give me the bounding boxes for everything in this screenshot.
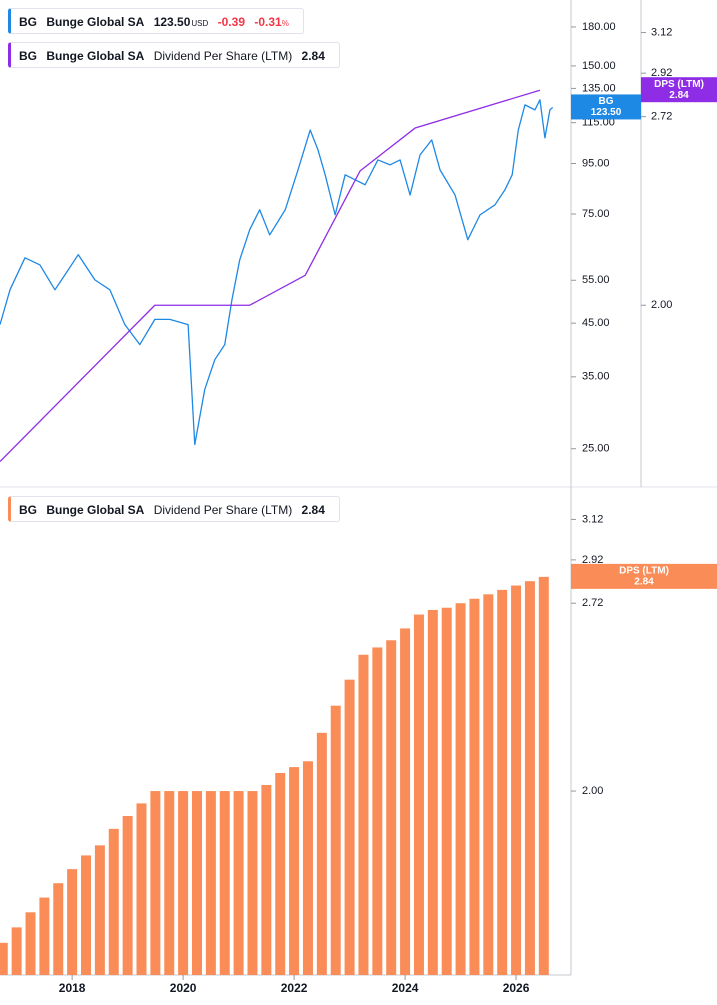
bar [81,855,92,975]
bar [275,773,286,975]
bar [538,576,549,975]
bar [39,897,50,975]
bar [25,912,36,975]
bar [108,828,119,975]
bar [469,598,480,975]
bar [247,791,258,975]
bar [53,883,64,975]
price-tag-name: BG [599,96,614,107]
price-tag-value: 123.50 [591,107,622,118]
line-series [0,89,541,463]
bar [358,654,369,975]
price-tag [571,94,641,120]
x-tick-label: 2026 [503,981,530,995]
legend-value: 2.84 [301,49,325,63]
x-tick-label: 2020 [170,981,197,995]
y-tick-label: 3.12 [582,513,603,525]
bar [150,791,161,975]
legend: BG Bunge Global SA 123.50USD -0.39 -0.31… [8,8,304,34]
bar [316,732,327,975]
bar [233,791,244,975]
bar [372,647,383,975]
y-tick-label: 135.00 [582,82,616,94]
legend-metric: Dividend Per Share (LTM) [153,503,293,517]
bar [178,791,189,975]
legend-name: Bunge Global SA [46,49,145,63]
bar [122,815,133,975]
y-tick-label: 55.00 [582,274,610,286]
bar [330,705,341,975]
legend: BG Bunge Global SA Dividend Per Share (L… [8,42,340,68]
legend-change: -0.39 [217,15,245,29]
bar [427,609,438,975]
bar [164,791,175,975]
y2-tick-label: 2.00 [651,299,672,311]
price-tag-value: 2.84 [669,90,689,101]
legend: BG Bunge Global SA Dividend Per Share (L… [8,496,340,522]
bar [441,607,452,975]
price-tag [641,77,717,103]
y-tick-label: 95.00 [582,157,610,169]
bar [136,803,147,975]
legend-pct-sign: % [281,19,289,28]
y-tick-label: 180.00 [582,21,616,33]
legend-change-pct: -0.31 [254,15,282,29]
y-tick-label: 75.00 [582,208,610,220]
bar [261,784,272,975]
bar [455,603,466,975]
legend-name: Bunge Global SA [46,503,145,517]
y2-tick-label: 2.92 [651,67,672,79]
legend-currency: USD [191,19,209,28]
price-tag [571,563,717,589]
y-tick-label: 2.92 [582,554,603,566]
bar [219,791,230,975]
legend-symbol: BG [19,15,37,29]
legend-symbol: BG [19,503,37,517]
price-tag-name: DPS (LTM) [619,565,669,576]
bar [94,845,105,975]
line-series [0,99,554,446]
legend-name: Bunge Global SA [46,15,145,29]
y-tick-label: 25.00 [582,443,610,455]
bar [413,614,424,975]
bar [67,869,78,975]
y-tick-label: 150.00 [582,60,616,72]
y2-tick-label: 3.12 [651,26,672,38]
y-tick-label: 45.00 [582,317,610,329]
y-tick-label: 2.72 [582,597,603,609]
price-tag-name: DPS (LTM) [654,79,704,90]
x-tick-label: 2024 [392,981,419,995]
bar [205,791,216,975]
bar [11,927,22,975]
price-tag-value: 2.84 [634,576,654,587]
bar [302,761,313,975]
bar [483,594,494,975]
bar [344,679,355,975]
bar [497,589,508,975]
legend-symbol: BG [19,49,37,63]
bar [400,628,411,975]
x-tick-label: 2018 [59,981,86,995]
bar [511,585,522,975]
y-tick-label: 2.00 [582,785,603,797]
bar [289,767,300,975]
legend-value: 2.84 [301,503,325,517]
bar [386,640,397,975]
legend-price: 123.50 [153,15,191,29]
y-tick-label: 115.00 [582,117,615,129]
y-tick-label: 35.00 [582,371,610,383]
x-tick-label: 2022 [281,981,308,995]
bar [191,791,202,975]
bar [524,581,535,975]
bar [0,942,8,975]
y2-tick-label: 2.72 [651,111,672,123]
legend-metric: Dividend Per Share (LTM) [153,49,293,63]
